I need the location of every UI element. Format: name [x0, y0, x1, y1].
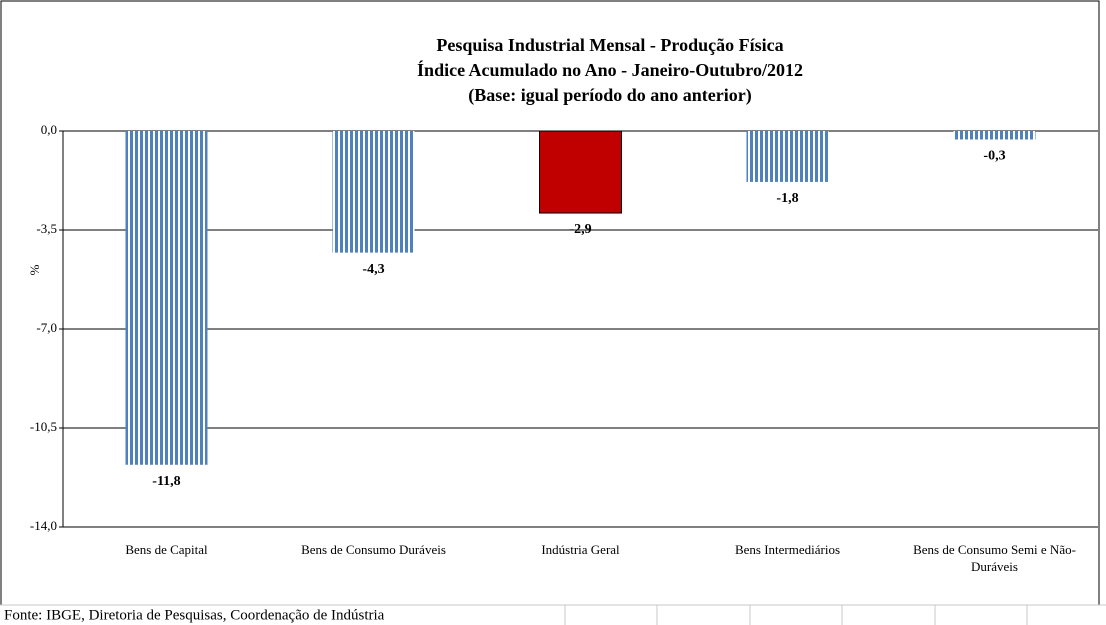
chart-title: Índice Acumulado no Ano - Janeiro-Outubr…: [417, 59, 803, 80]
sheet-cells: [0, 604, 1106, 625]
bar: [332, 131, 415, 253]
x-tick-label-box: Bens Intermediários: [734, 542, 841, 557]
value-label: -4,3: [362, 262, 384, 277]
value-label: -2,9: [569, 222, 591, 237]
bar: [746, 131, 829, 182]
x-tick-label-box: Bens de Consumo Semi e Não-Duráveis: [913, 542, 1076, 574]
value-label: -0,3: [983, 149, 1005, 164]
y-tick-label: 0,0: [41, 122, 57, 137]
x-tick-label: Bens de Consumo Duráveis: [301, 542, 446, 557]
x-tick-label: Indústria Geral: [541, 542, 620, 557]
y-axis-label: %: [27, 264, 42, 275]
x-tick-label: Bens de Consumo Semi e Não-Duráveis: [913, 542, 1076, 574]
y-tick-label: -3,5: [36, 221, 57, 236]
y-tick-label: -10,5: [30, 419, 57, 434]
bar: [953, 131, 1036, 140]
x-tick-label-box: Bens de Consumo Duráveis: [301, 542, 446, 557]
x-tick-label: Bens de Capital: [125, 542, 208, 557]
y-tick-label: -7,0: [36, 320, 57, 335]
y-tick-label: -14,0: [30, 518, 57, 533]
value-label: -1,8: [776, 191, 798, 206]
source: Fonte: IBGE, Diretoria de Pesquisas, Coo…: [4, 607, 385, 623]
x-tick-label: Bens Intermediários: [734, 542, 841, 557]
bar: [125, 131, 208, 465]
bar: [539, 130, 622, 214]
x-tick-label-box: Indústria Geral: [541, 542, 620, 557]
x-tick-label-box: Bens de Capital: [125, 542, 208, 557]
chart-title: Pesquisa Industrial Mensal - Produção Fí…: [436, 35, 783, 55]
chart-title: (Base: igual período do ano anterior): [468, 85, 752, 106]
value-label: -11,8: [152, 474, 180, 489]
